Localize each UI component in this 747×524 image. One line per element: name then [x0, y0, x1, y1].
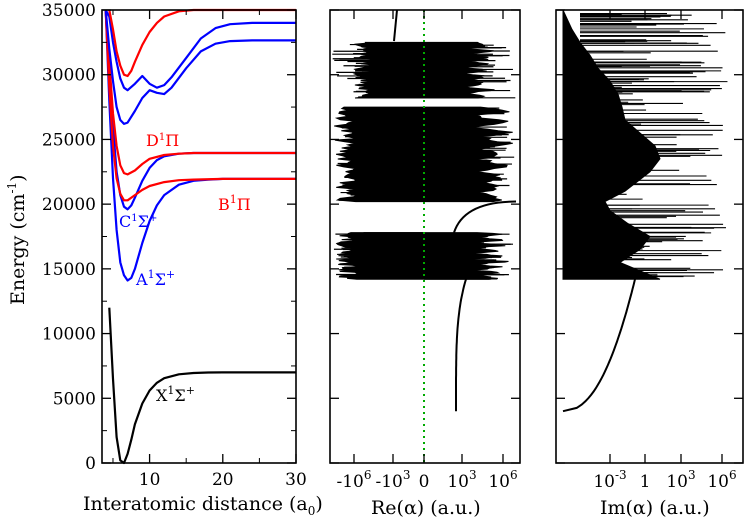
- x-tick-label: 30: [285, 470, 307, 490]
- x-tick-label: 10: [139, 470, 161, 490]
- real-x-tick-label: -106: [336, 468, 371, 492]
- curve-upper-blue-1: [104, 9, 296, 125]
- panel-real-polarizability: -106 -103 0 103 106 Re(α) (a.u.): [329, 9, 521, 519]
- imag-x-tick-label: 106: [707, 468, 736, 492]
- panel3-xlabel: Im(α) (a.u.): [600, 497, 710, 519]
- panel2-ticks: -106 -103 0 103 106: [330, 9, 520, 492]
- real-x-tick-label: 106: [488, 468, 517, 492]
- y-tick-label: 0: [85, 454, 96, 474]
- x-tick-label: 20: [212, 470, 234, 490]
- real-curve-mid: [453, 200, 517, 233]
- y-tick-label: 10000: [42, 325, 96, 345]
- panel2-xlabel: Re(α) (a.u.): [371, 497, 481, 519]
- panel-potential-curves: 0 5000 10000 15000 20000 25000 30000 35000 10 20…: [5, 1, 323, 518]
- panel1-xlabel: Interatomic distance (a0): [83, 493, 323, 518]
- panel3-frame: [555, 9, 744, 464]
- y-tick-label: 35000: [42, 1, 96, 21]
- panel1-y-ticks: 0 5000 10000 15000 20000 25000 30000 35000: [42, 1, 296, 474]
- curve-upper-blue-2: [104, 9, 296, 92]
- panel1-ylabel: Energy (cm-1): [5, 174, 29, 305]
- imag-x-tick-label: 1: [640, 472, 651, 492]
- panel2-frame: [329, 9, 521, 464]
- label-D-state: D1Π: [146, 131, 179, 150]
- y-tick-label: 5000: [53, 389, 96, 409]
- y-tick-label: 20000: [42, 195, 96, 215]
- y-tick-label: 30000: [42, 66, 96, 86]
- real-x-tick-label: -103: [375, 468, 410, 492]
- real-curve-lower: [455, 278, 467, 412]
- potential-curves-group: [104, 8, 296, 465]
- panel-imaginary-polarizability: 10-3 1 103 106 Im(α) (a.u.): [555, 9, 744, 519]
- curve-upper-red: [108, 8, 296, 78]
- label-B-state: B1Π: [218, 193, 251, 214]
- curve-x1-: [108, 307, 296, 465]
- real-x-tick-label: 0: [419, 472, 430, 492]
- label-A-state: A1Σ+: [135, 268, 175, 289]
- imag-curve-lower: [562, 278, 636, 413]
- y-tick-label: 25000: [42, 130, 96, 150]
- imag-x-tick-label: 10-3: [593, 468, 626, 492]
- label-C-state: C1Σ+: [119, 212, 157, 231]
- curve-b1-: [104, 9, 296, 202]
- real-x-tick-label: 103: [447, 468, 476, 492]
- panel1-frame: [101, 9, 297, 464]
- imag-x-tick-label: 103: [666, 468, 695, 492]
- label-X-state: X1Σ+: [156, 384, 195, 405]
- panel3-ticks: 10-3 1 103 106: [556, 9, 743, 492]
- panel1-x-ticks: 10 20 30: [112, 10, 307, 490]
- real-curve-top: [393, 9, 398, 42]
- curve-d1-: [104, 9, 296, 176]
- imag-alpha-data: [562, 9, 728, 413]
- y-tick-label: 15000: [42, 260, 96, 280]
